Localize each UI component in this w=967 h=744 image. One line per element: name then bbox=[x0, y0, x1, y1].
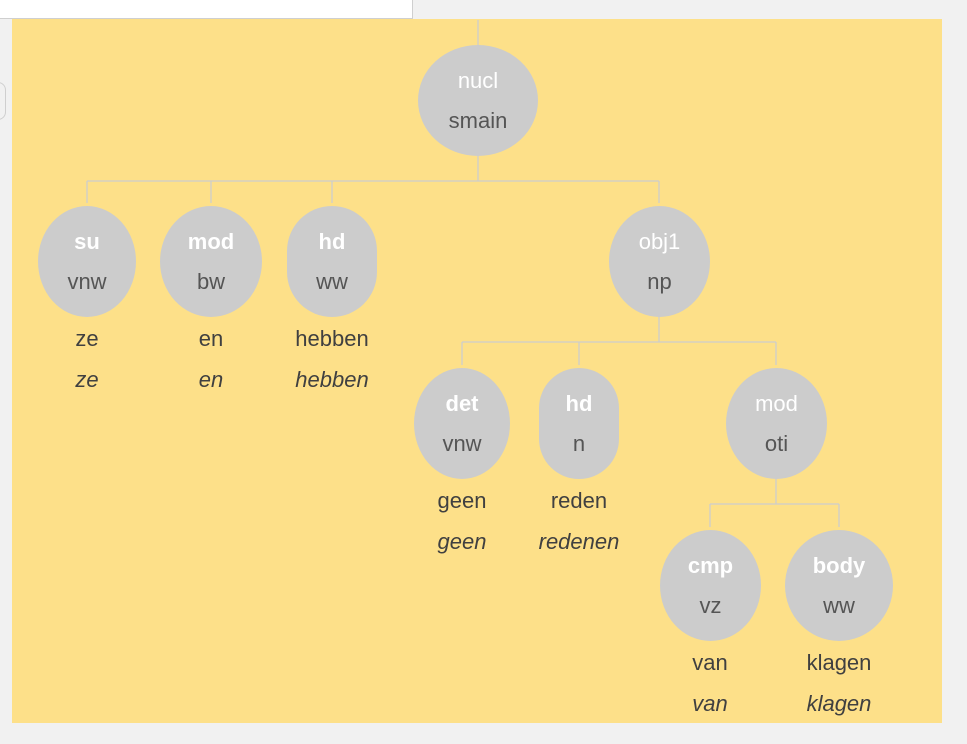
leaf-word: geen bbox=[437, 488, 487, 513]
leaf-word-klagen: klagen klagen bbox=[769, 642, 909, 724]
top-toolbar-strip bbox=[0, 0, 413, 19]
tree-node-obj1-np[interactable]: obj1 np bbox=[609, 206, 710, 317]
leaf-word: reden bbox=[550, 488, 608, 513]
leaf-lemma: en bbox=[198, 367, 224, 392]
node-category: vz bbox=[699, 592, 722, 618]
leaf-lemma: redenen bbox=[538, 529, 620, 554]
tree-node-hd-n[interactable]: hd n bbox=[539, 368, 619, 479]
node-relation: su bbox=[74, 228, 100, 254]
node-category: ww bbox=[316, 268, 348, 294]
node-relation: hd bbox=[318, 228, 346, 254]
node-category: oti bbox=[764, 430, 789, 456]
node-category: vnw bbox=[442, 430, 482, 456]
tree-node-hd[interactable]: hd ww bbox=[287, 206, 377, 317]
leaf-word: van bbox=[692, 650, 728, 675]
leaf-lemma: klagen bbox=[806, 691, 872, 716]
tree-node-body[interactable]: body ww bbox=[785, 530, 893, 641]
leaf-lemma: geen bbox=[437, 529, 487, 554]
tree-node-su[interactable]: su vnw bbox=[38, 206, 136, 317]
leaf-word-hebben: hebben hebben bbox=[262, 318, 402, 400]
leaf-lemma: van bbox=[692, 691, 728, 716]
node-category: n bbox=[572, 430, 586, 456]
node-relation: body bbox=[812, 552, 866, 578]
node-relation: cmp bbox=[687, 552, 734, 578]
node-relation: obj1 bbox=[638, 228, 681, 254]
node-category: np bbox=[647, 268, 672, 294]
node-relation: nucl bbox=[457, 67, 499, 93]
node-relation: hd bbox=[565, 390, 593, 416]
leaf-lemma: ze bbox=[75, 367, 99, 392]
tree-node-mod[interactable]: mod bw bbox=[160, 206, 262, 317]
leaf-word: klagen bbox=[806, 650, 872, 675]
node-category: smain bbox=[448, 107, 508, 133]
leaf-word: ze bbox=[75, 326, 99, 351]
leaf-word-en: en en bbox=[141, 318, 281, 400]
node-relation: mod bbox=[755, 390, 798, 416]
tree-node-det[interactable]: det vnw bbox=[414, 368, 510, 479]
node-relation: mod bbox=[187, 228, 235, 254]
node-category: bw bbox=[196, 268, 226, 294]
leaf-word: en bbox=[198, 326, 224, 351]
leaf-lemma: hebben bbox=[295, 367, 369, 392]
node-relation: det bbox=[445, 390, 479, 416]
leaf-word-reden: reden redenen bbox=[509, 480, 649, 562]
leaf-word-ze: ze ze bbox=[17, 318, 157, 400]
node-category: ww bbox=[823, 592, 855, 618]
leaf-word: hebben bbox=[295, 326, 369, 351]
node-category: vnw bbox=[67, 268, 107, 294]
tree-node-mod-oti[interactable]: mod oti bbox=[726, 368, 827, 479]
tree-node-cmp[interactable]: cmp vz bbox=[660, 530, 761, 641]
leaf-word-geen: geen geen bbox=[392, 480, 532, 562]
leaf-word-van: van van bbox=[640, 642, 780, 724]
tree-node-nucl-smain[interactable]: nucl smain bbox=[418, 45, 538, 156]
